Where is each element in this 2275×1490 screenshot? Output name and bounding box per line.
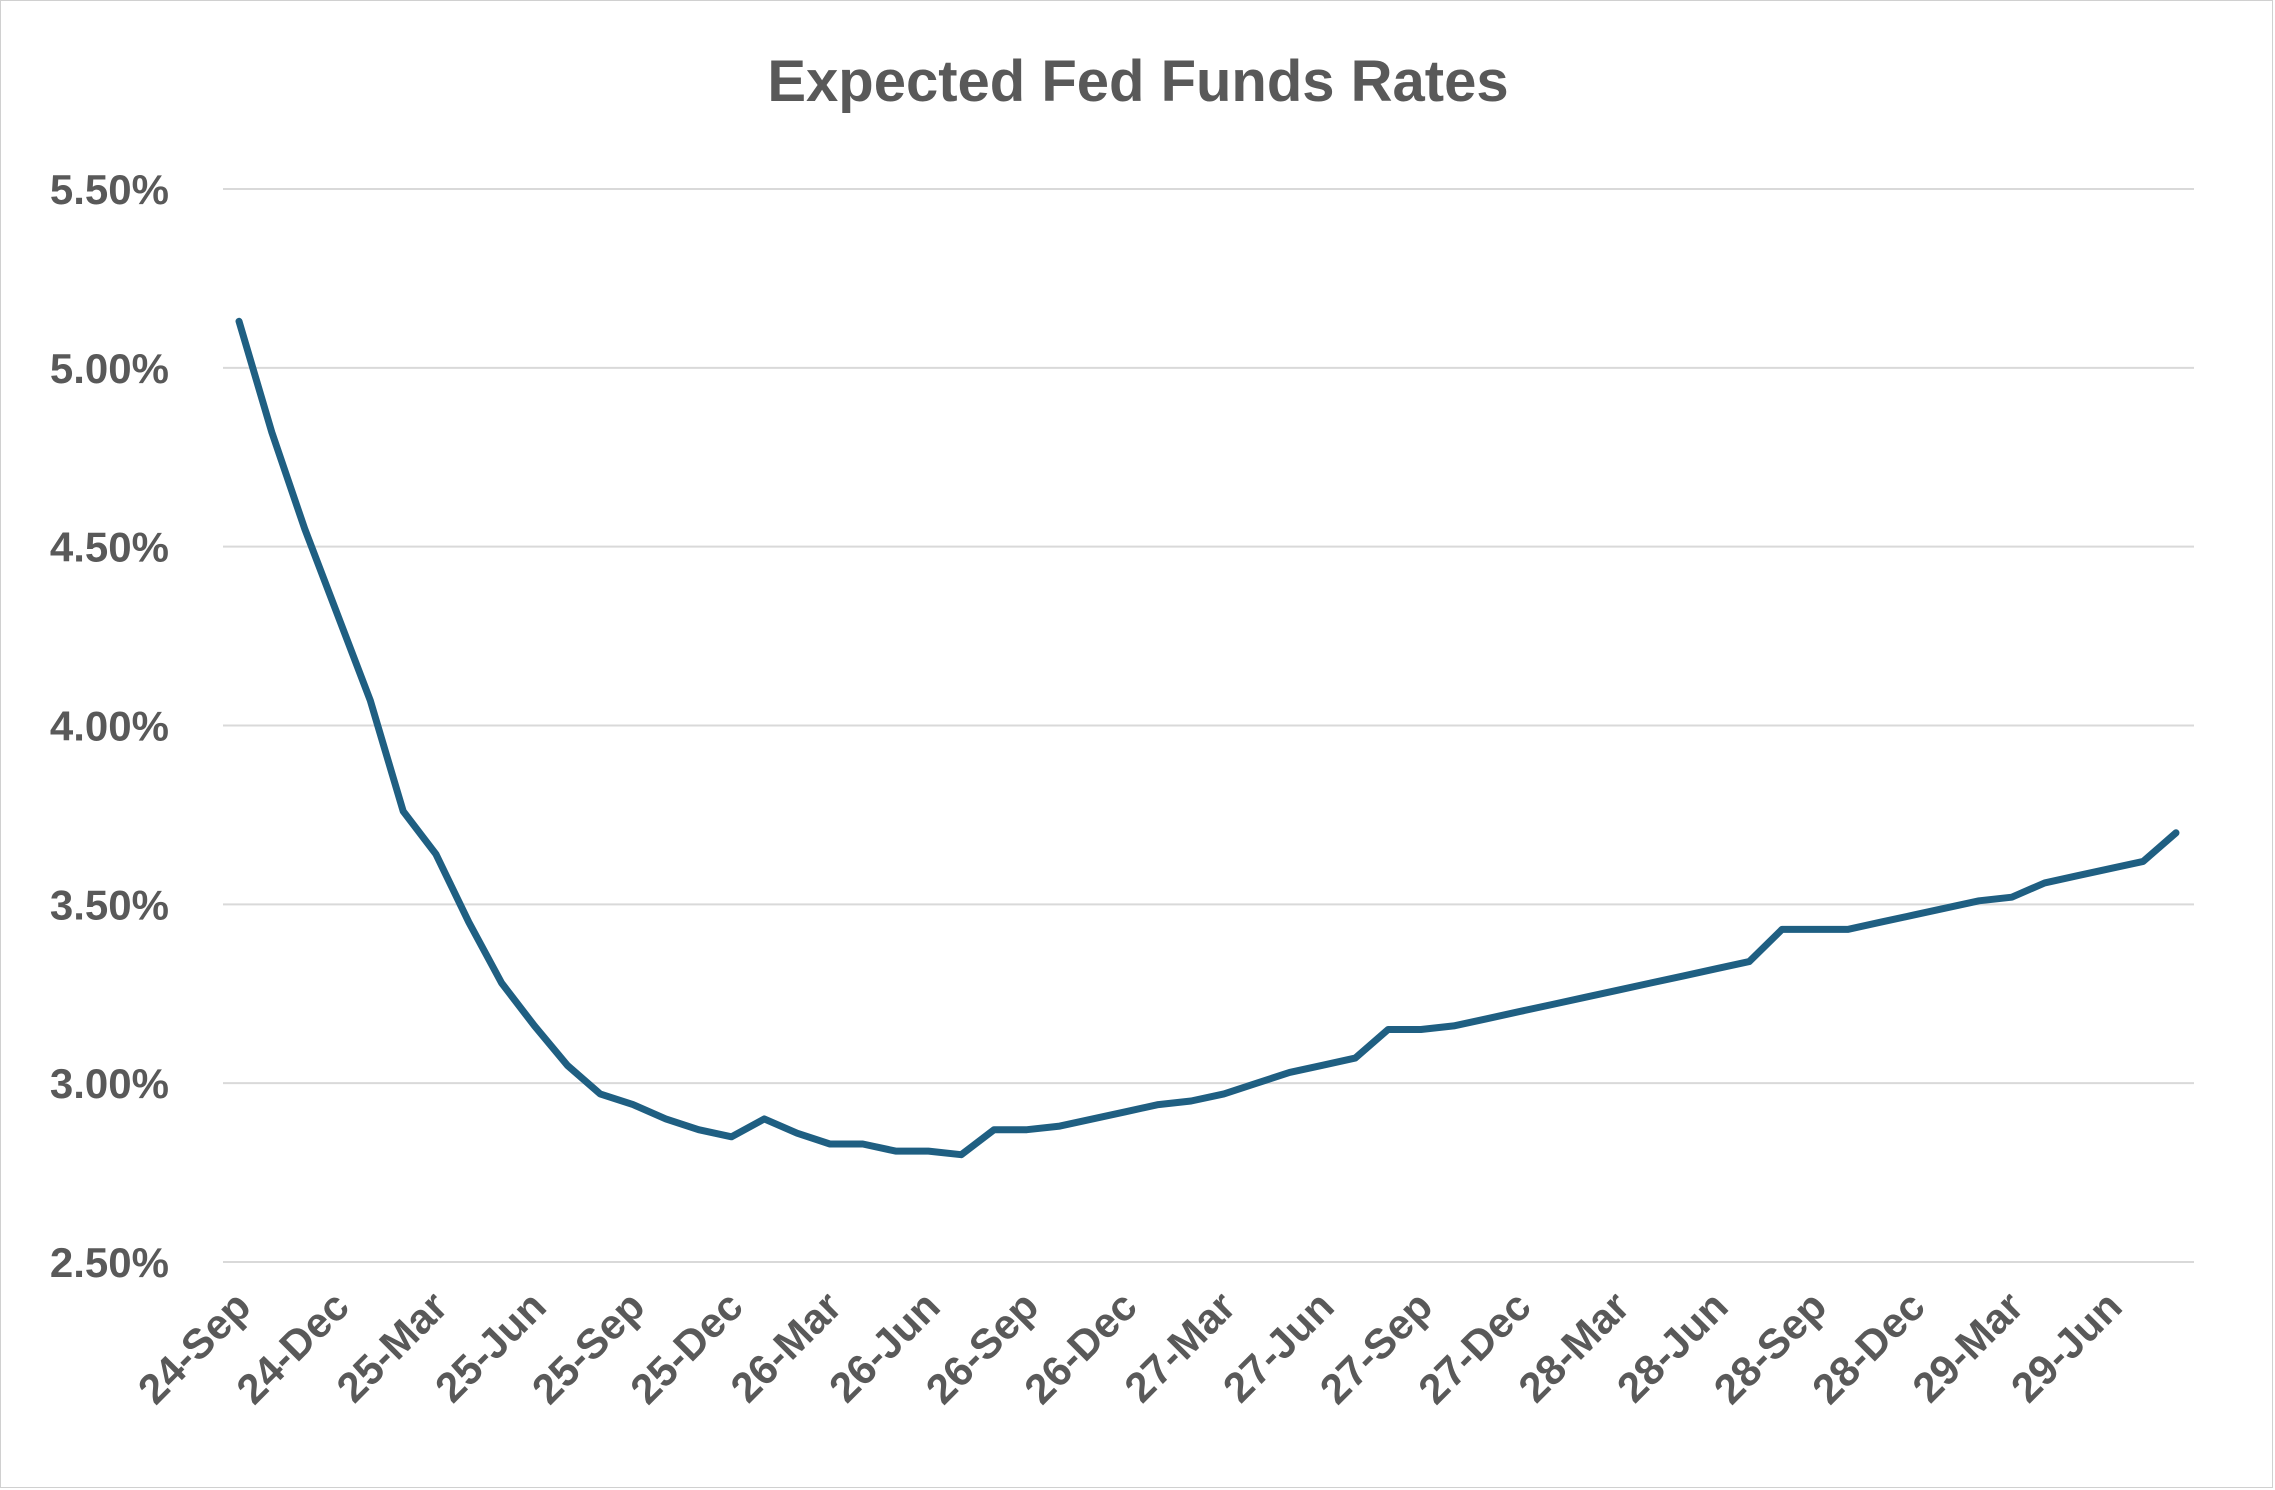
x-tick-label: 29-Jun (2002, 1282, 2131, 1411)
x-tick-label: 26-Mar (721, 1282, 850, 1411)
x-tick-label: 27-Dec (1409, 1282, 1540, 1413)
y-tick-label: 3.50% (50, 881, 169, 928)
x-tick-label: 25-Dec (621, 1282, 752, 1413)
y-tick-label: 2.50% (50, 1239, 169, 1286)
x-tick-label: 28-Mar (1509, 1282, 1638, 1411)
y-tick-label: 3.00% (50, 1060, 169, 1107)
series-line (235, 317, 2180, 1159)
x-axis-tick-labels: 24-Sep24-Dec25-Mar25-Jun25-Sep25-Dec26-M… (129, 1282, 2131, 1413)
x-tick-label: 28-Dec (1803, 1282, 1934, 1413)
chart-title: Expected Fed Funds Rates (767, 49, 1508, 114)
y-tick-label: 4.50% (50, 524, 169, 571)
y-tick-label: 5.00% (50, 345, 169, 392)
y-axis-tick-labels: 2.50% 3.00% 3.50% 4.00% 4.50% 5.00% 5.50% (50, 166, 169, 1286)
y-tick-label: 5.50% (50, 166, 169, 213)
gridlines (223, 188, 2194, 1263)
x-tick-label: 27-Mar (1115, 1282, 1244, 1411)
x-tick-label: 29-Mar (1903, 1282, 2032, 1411)
y-tick-label: 4.00% (50, 703, 169, 750)
series-layer (235, 317, 2180, 1159)
x-tick-label: 25-Mar (327, 1282, 456, 1411)
x-tick-label: 26-Dec (1015, 1282, 1146, 1413)
x-tick-label: 24-Dec (227, 1282, 358, 1413)
